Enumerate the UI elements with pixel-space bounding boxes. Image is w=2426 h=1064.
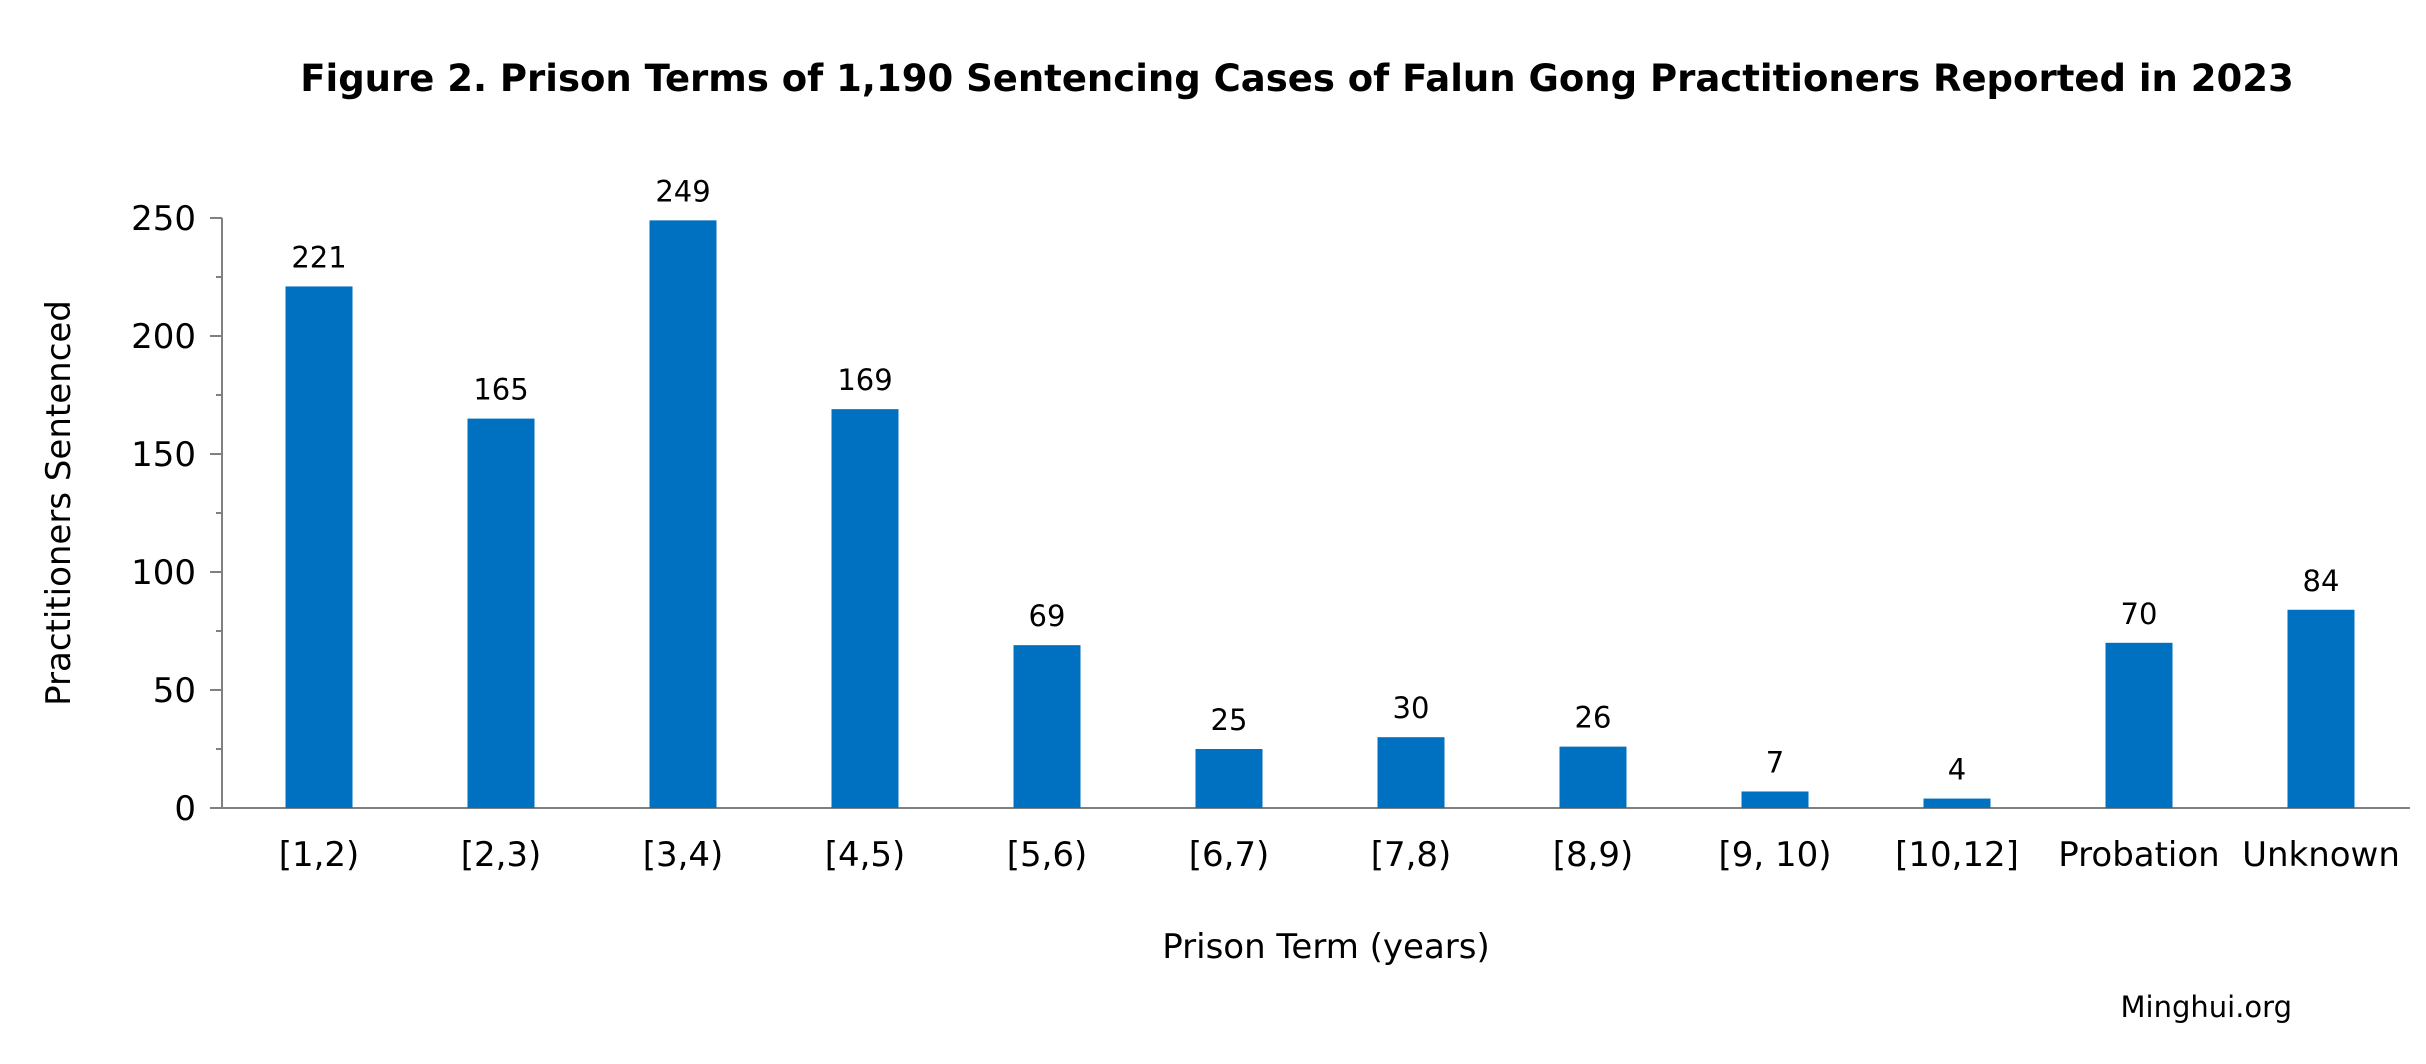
data-label: 221 (291, 240, 346, 274)
credit-text: Minghui.org (2121, 990, 2292, 1024)
x-axis-title: Prison Term (years) (1162, 927, 1490, 967)
x-tick-label: [4,5) (825, 835, 906, 875)
data-label: 7 (1766, 745, 1784, 779)
x-tick-label: [3,4) (643, 835, 724, 875)
x-tick-label: [10,12] (1895, 835, 2019, 875)
bar (1559, 746, 1627, 808)
x-tick-label: [6,7) (1189, 835, 1270, 875)
x-tick-label: [1,2) (279, 835, 360, 875)
data-label: 169 (837, 363, 892, 397)
y-axis-title: Practitioners Sentenced (39, 300, 79, 706)
bar (1377, 737, 1445, 808)
data-label: 165 (473, 373, 528, 407)
data-label: 84 (2303, 564, 2340, 598)
y-tick-label: 50 (153, 671, 196, 711)
y-tick-label: 200 (131, 317, 196, 357)
bar (467, 418, 535, 808)
bar (285, 286, 353, 808)
data-label: 69 (1029, 599, 1066, 633)
bar (1013, 645, 1081, 808)
data-label: 4 (1948, 753, 1966, 787)
data-label: 249 (655, 174, 710, 208)
x-tick-label: Unknown (2242, 835, 2400, 875)
bar (1923, 798, 1991, 808)
data-labels: 221 165 249 169 69 25 30 26 7 4 70 84 (291, 174, 2339, 786)
x-tick-label: Probation (2058, 835, 2219, 875)
y-tick-label: 250 (131, 199, 196, 239)
y-tick-label: 150 (131, 435, 196, 475)
x-tick-label: [7,8) (1371, 835, 1452, 875)
chart-title: Figure 2. Prison Terms of 1,190 Sentenci… (300, 57, 2294, 100)
bar (2105, 642, 2173, 808)
y-tick-label: 0 (174, 789, 196, 829)
y-tick-label: 100 (131, 553, 196, 593)
x-tick-label: [9, 10) (1718, 835, 1831, 875)
bar (649, 220, 717, 809)
data-label: 25 (1211, 703, 1248, 737)
x-tick-label: [8,9) (1553, 835, 1634, 875)
x-tick-labels: [1,2) [2,3) [3,4) [4,5) [5,6) [6,7) [7,8) [8,9)… (279, 835, 2400, 875)
bar (1741, 791, 1809, 808)
bar (2287, 609, 2355, 808)
bars (285, 220, 2355, 809)
bar (831, 409, 899, 808)
x-tick-label: [5,6) (1007, 835, 1088, 875)
x-tick-label: [2,3) (461, 835, 542, 875)
data-label: 30 (1393, 691, 1430, 725)
data-label: 70 (2121, 597, 2158, 631)
data-label: 26 (1575, 701, 1612, 735)
y-axis: 0 50 100 150 200 250 (131, 199, 223, 829)
bar (1195, 749, 1263, 808)
